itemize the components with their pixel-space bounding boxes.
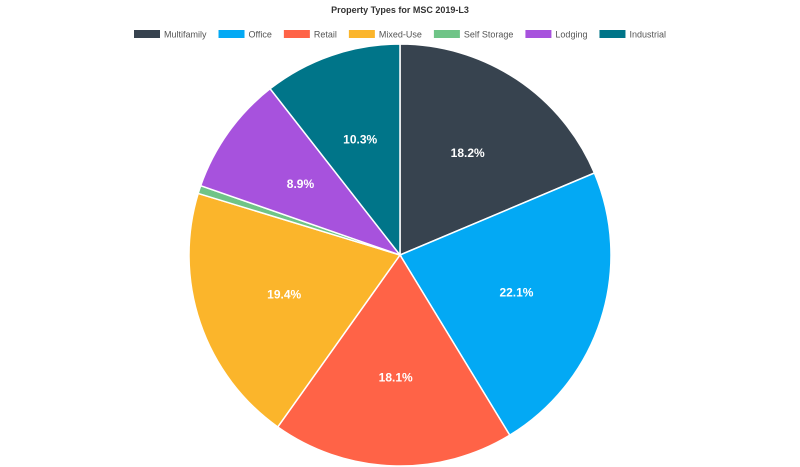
legend-label-self-storage: Self Storage [464, 30, 514, 40]
legend-item-self-storage[interactable]: Self Storage [433, 30, 514, 40]
slice-label-retail: 18.1% [379, 370, 413, 384]
legend-swatch-retail [283, 30, 310, 38]
pie-slice-office[interactable] [398, 172, 612, 437]
legend-swatch-lodging [525, 30, 552, 38]
legend-label-mixed-use: Mixed-Use [379, 30, 422, 40]
slice-label-multifamily: 18.2% [451, 146, 485, 160]
legend-label-retail: Retail [314, 30, 337, 40]
slice-label-mixed-use: 19.4% [267, 287, 301, 301]
chart-title: Property Types for MSC 2019-L3 [331, 5, 469, 15]
pie-slice-mixed-use[interactable] [188, 192, 402, 429]
legend-swatch-self-storage [433, 30, 460, 38]
legend-swatch-office [218, 30, 245, 38]
legend-item-retail[interactable]: Retail [283, 30, 337, 40]
chart-legend: Multifamily Office Retail Mixed-Use Self Sto… [0, 27, 800, 41]
pie-slice-lodging[interactable] [199, 87, 403, 257]
legend-item-industrial[interactable]: Industrial [599, 30, 666, 40]
legend-label-multifamily: Multifamily [164, 30, 207, 40]
legend-label-office: Office [249, 30, 272, 40]
legend-item-lodging[interactable]: Lodging [525, 30, 587, 40]
legend-swatch-multifamily [134, 30, 160, 38]
slice-label-office: 22.1% [499, 286, 533, 300]
legend-item-mixed-use[interactable]: Mixed-Use [348, 30, 422, 40]
pie-slice-multifamily[interactable] [399, 43, 596, 257]
legend-svg: Multifamily Office Retail Mixed-Use Self Sto… [134, 30, 666, 40]
legend-item-multifamily[interactable]: Multifamily [134, 30, 207, 40]
legend-swatch-industrial [599, 30, 626, 38]
pie-slice-industrial[interactable] [269, 43, 401, 258]
slice-label-industrial: 10.3% [343, 132, 377, 146]
pie-slice-retail[interactable] [276, 253, 511, 467]
slice-label-lodging: 8.9% [287, 177, 315, 191]
legend-label-industrial: Industrial [629, 30, 666, 40]
legend-swatch-mixed-use [348, 30, 375, 38]
legend-label-lodging: Lodging [555, 30, 587, 40]
legend-item-office[interactable]: Office [218, 30, 272, 40]
